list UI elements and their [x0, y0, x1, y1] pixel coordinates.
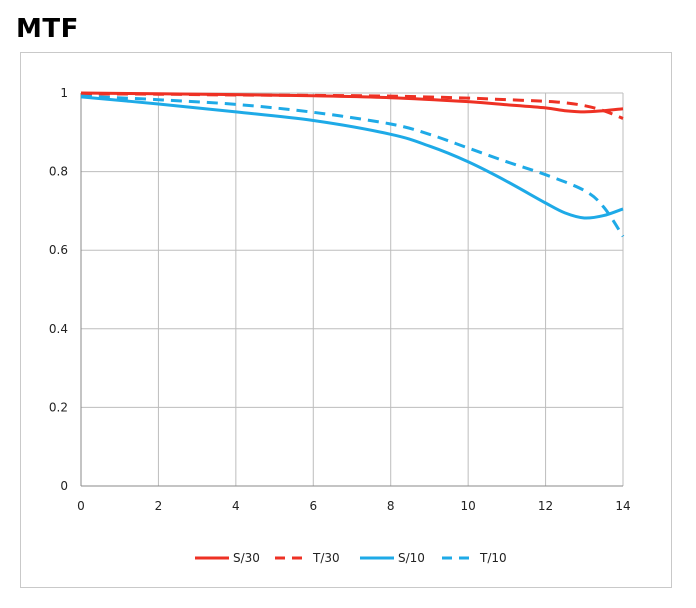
x-tick-label: 6: [309, 499, 317, 513]
series-lines: [80, 91, 625, 238]
legend-label: S/30: [233, 551, 260, 565]
y-tick-label: 0.2: [49, 400, 68, 414]
x-tick-label: 12: [538, 499, 553, 513]
legend-label: T/30: [312, 551, 340, 565]
series-line-t-30: [80, 92, 624, 120]
legend-label: S/10: [398, 551, 425, 565]
axes: 0 2 4 6 8 10 12 14 0 0.2 0.4 0.6 0.8 1: [49, 86, 631, 513]
y-tick-label: 0.6: [49, 243, 68, 257]
x-tick-label: 10: [461, 499, 476, 513]
chart-frame: [20, 52, 672, 588]
page-title: MTF: [16, 14, 79, 44]
legend-label: T/10: [479, 551, 507, 565]
x-tick-label: 4: [232, 499, 240, 513]
legend: S/30 T/30 S/10 T/10: [195, 551, 507, 565]
x-tick-label: 0: [77, 499, 85, 513]
grid: [80, 92, 624, 487]
x-tick-label: 8: [387, 499, 395, 513]
x-tick-label: 2: [155, 499, 163, 513]
y-tick-label: 0.8: [49, 165, 68, 179]
series-line-t-10: [80, 94, 625, 238]
y-tick-label: 0.4: [49, 322, 68, 336]
series-line-s-30: [80, 91, 624, 114]
series-line-s-10: [80, 95, 624, 220]
x-tick-label: 14: [615, 499, 630, 513]
y-tick-label: 0: [60, 479, 68, 493]
y-tick-label: 1: [60, 86, 68, 100]
